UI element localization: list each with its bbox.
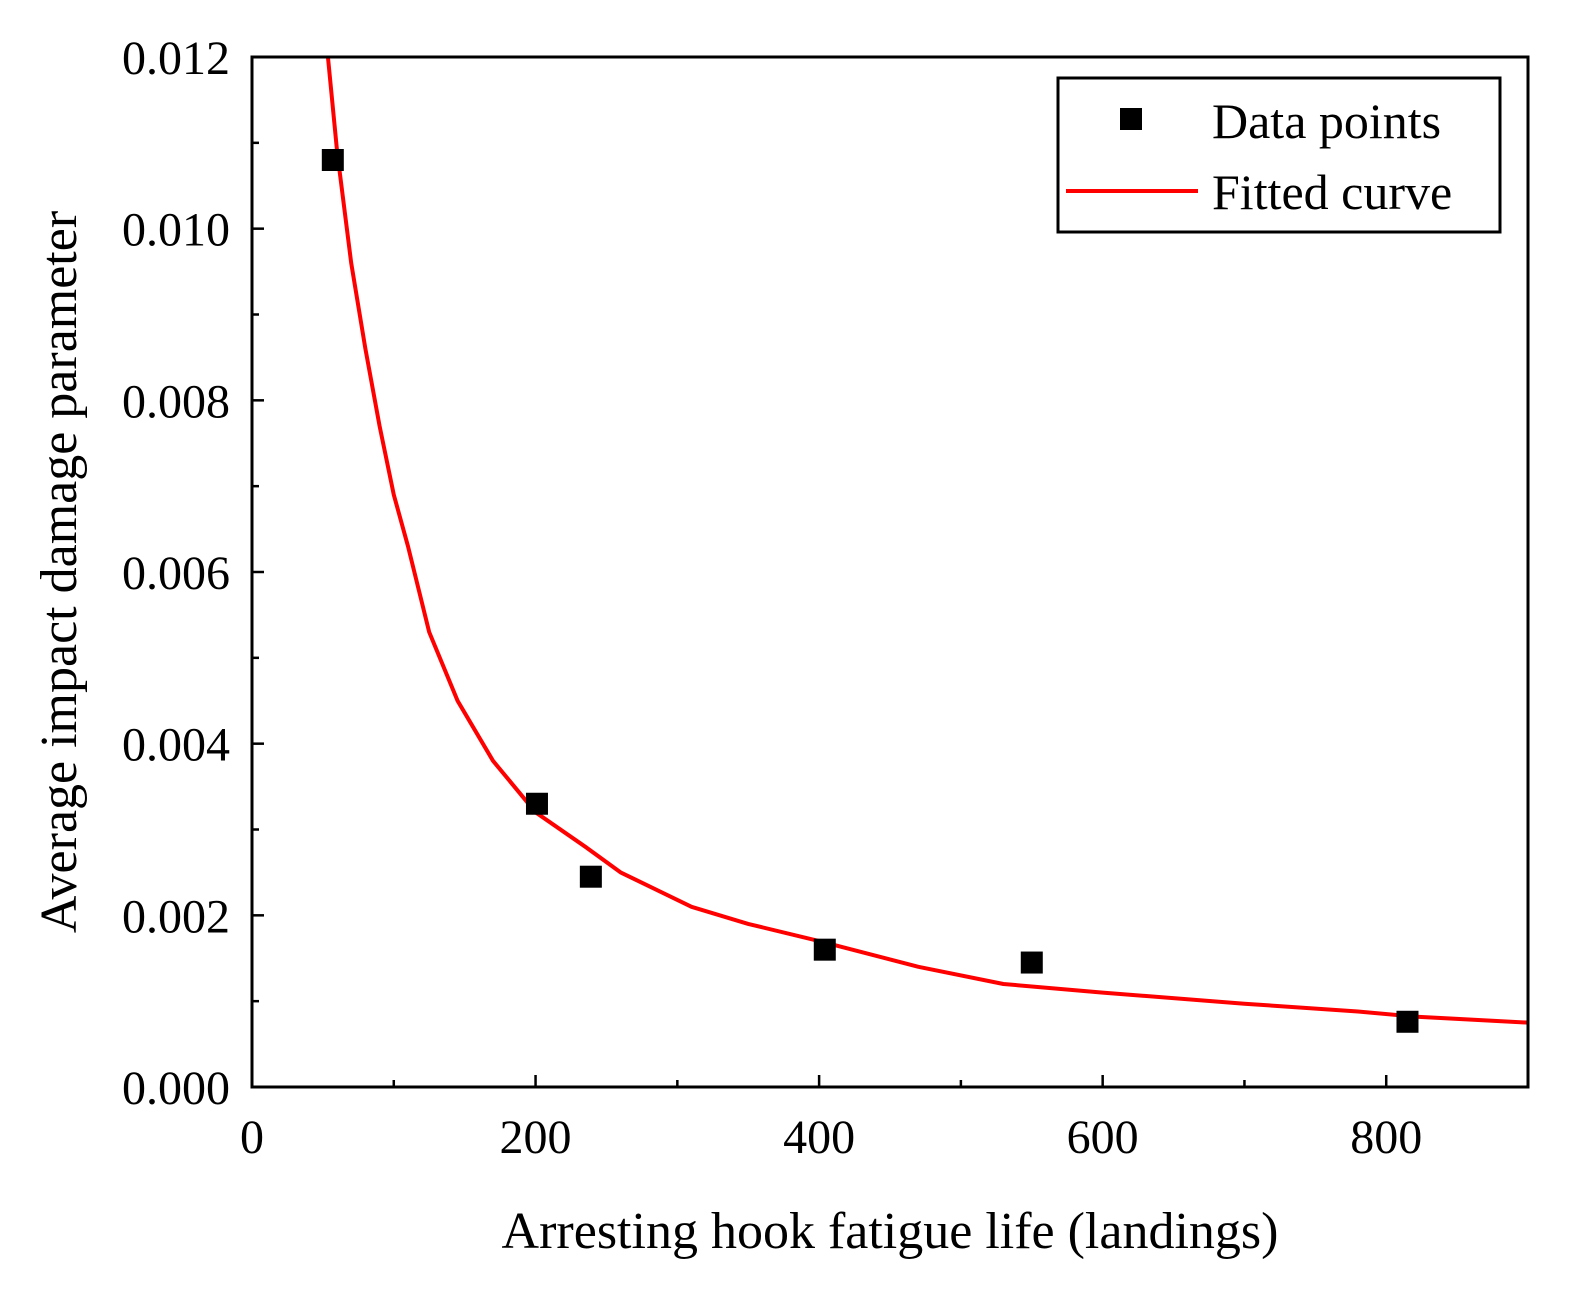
x-tick-label: 800 <box>1350 1111 1422 1164</box>
legend-label-data-points: Data points <box>1212 93 1441 149</box>
y-tick-label: 0.004 <box>122 719 230 772</box>
x-tick-label: 200 <box>500 1111 572 1164</box>
legend-square-marker-icon <box>1120 108 1142 130</box>
legend-label-fitted-curve: Fitted curve <box>1212 164 1452 220</box>
legend-box <box>1056 76 1502 234</box>
fitted-curve-line <box>325 57 1528 1025</box>
tick-labels: 0 200 400 600 800 0.000 0.002 0.004 0.006 0.008 0.… <box>122 32 1422 1164</box>
plot-frame <box>250 55 1530 1089</box>
data-point-marker <box>813 938 836 961</box>
y-tick-label: 0.010 <box>122 204 230 257</box>
data-point-marker <box>579 865 602 888</box>
y-axis-title: Average impact damage parameter <box>31 211 88 933</box>
x-axis-title: Arresting hook fatigue life (landings) <box>502 1203 1279 1260</box>
y-tick-label: 0.006 <box>122 547 230 600</box>
y-tick-label: 0.000 <box>122 1062 230 1115</box>
x-tick-label: 400 <box>783 1111 855 1164</box>
data-point-marker <box>321 149 344 171</box>
data-point-marker <box>1020 951 1043 974</box>
legend: Data points Fitted curve <box>1056 76 1502 234</box>
x-tick-label: 0 <box>240 1111 264 1164</box>
data-point-marker <box>1396 1010 1419 1033</box>
y-tick-label: 0.012 <box>122 32 230 85</box>
y-tick-label: 0.002 <box>122 890 230 943</box>
y-tick-label: 0.008 <box>122 375 230 428</box>
x-tick-label: 600 <box>1067 1111 1139 1164</box>
plot-area <box>321 57 1528 1033</box>
data-point-marker <box>525 792 548 815</box>
